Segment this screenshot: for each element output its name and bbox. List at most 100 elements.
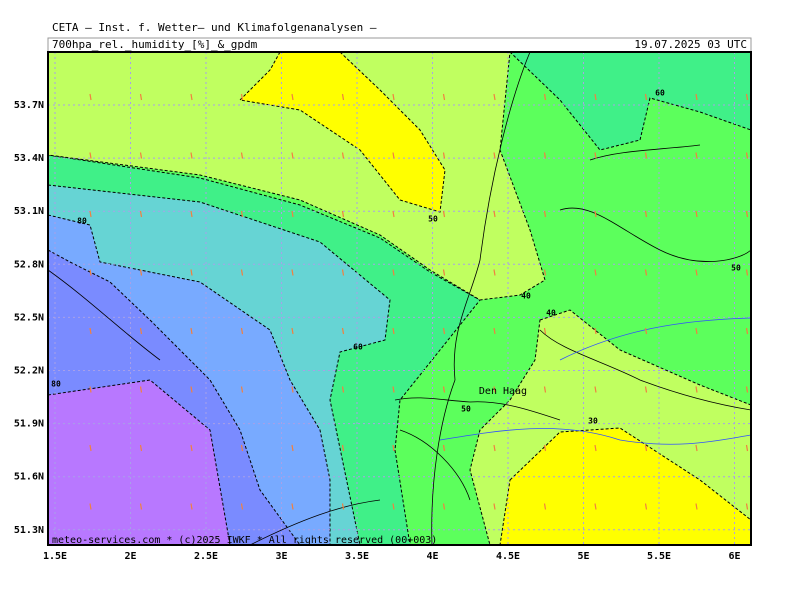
wind-marker xyxy=(139,327,143,335)
contour-label: 50 xyxy=(731,264,741,273)
wind-marker xyxy=(240,444,244,452)
wind-marker xyxy=(745,93,749,101)
wind-marker xyxy=(442,210,446,218)
lat-label: 53.1N xyxy=(14,206,44,217)
lon-label: 4E xyxy=(426,551,438,562)
wind-marker xyxy=(543,503,547,510)
wind-marker xyxy=(442,386,446,393)
lon-label: 5.5E xyxy=(647,551,671,562)
wind-marker xyxy=(745,152,749,159)
wind-marker xyxy=(190,152,193,159)
place-label: Den Haag xyxy=(479,386,527,397)
wind-marker xyxy=(240,269,244,276)
wind-marker xyxy=(190,269,193,276)
wind-marker xyxy=(89,93,92,101)
wind-marker xyxy=(644,152,648,159)
wind-marker xyxy=(695,327,698,335)
wind-marker xyxy=(291,503,294,510)
wind-marker xyxy=(745,210,749,218)
lat-label: 53.7N xyxy=(14,100,44,111)
wind-marker xyxy=(644,269,648,276)
lon-label: 2.5E xyxy=(194,551,218,562)
wind-marker xyxy=(190,327,193,335)
wind-marker xyxy=(442,327,446,335)
wind-marker xyxy=(747,562,748,568)
wind-marker xyxy=(341,152,345,159)
wind-marker xyxy=(139,444,143,452)
wind-marker xyxy=(543,327,547,335)
wind-marker xyxy=(644,444,648,452)
wind-marker xyxy=(695,386,698,393)
lon-label: 4.5E xyxy=(496,551,520,562)
wind-marker xyxy=(543,210,547,218)
grid xyxy=(48,52,751,545)
wind-marker xyxy=(190,386,193,393)
wind-marker xyxy=(341,503,345,510)
lat-label: 51.6N xyxy=(14,472,44,483)
wind-marker xyxy=(745,269,749,276)
wind-marker xyxy=(343,562,344,568)
wind-markers xyxy=(89,93,749,568)
wind-marker xyxy=(545,562,546,568)
wind-marker xyxy=(392,210,395,218)
wind-marker xyxy=(695,93,698,101)
wind-marker xyxy=(644,93,648,101)
lon-label: 5E xyxy=(577,551,589,562)
coastline xyxy=(394,144,751,501)
lat-label: 51.3N xyxy=(14,525,44,536)
institute-title: CETA — Inst. f. Wetter— und Klimafolgena… xyxy=(52,21,377,34)
wind-marker xyxy=(444,562,445,568)
contour-label: 80 xyxy=(51,380,61,389)
contour-label: 60 xyxy=(353,343,363,352)
contour-label: 60 xyxy=(655,89,665,98)
wind-marker xyxy=(341,444,345,452)
wind-marker xyxy=(493,269,496,276)
wind-marker xyxy=(493,152,496,159)
region-teal xyxy=(509,52,751,151)
wind-marker xyxy=(644,327,648,335)
wind-marker xyxy=(139,269,143,276)
wind-marker xyxy=(240,503,244,510)
wind-marker xyxy=(190,93,193,101)
wind-marker xyxy=(240,152,244,159)
wind-marker xyxy=(543,386,547,393)
lat-label: 53.4N xyxy=(14,153,44,164)
valid-time: 19.07.2025 03 UTC xyxy=(634,38,747,51)
wind-marker xyxy=(291,210,294,218)
wind-marker xyxy=(543,152,547,159)
wind-marker xyxy=(543,93,547,101)
wind-marker xyxy=(594,152,597,159)
wind-marker xyxy=(191,562,192,568)
wind-marker xyxy=(139,93,143,101)
wind-marker xyxy=(341,327,345,335)
coastline xyxy=(431,52,531,545)
wind-marker xyxy=(644,503,648,510)
wind-marker xyxy=(745,444,749,452)
wind-marker xyxy=(393,562,394,568)
wind-marker xyxy=(494,562,495,568)
wind-marker xyxy=(240,386,244,393)
wind-marker xyxy=(493,327,496,335)
wind-marker xyxy=(543,444,547,452)
map-area xyxy=(48,52,751,568)
wind-marker xyxy=(594,503,597,510)
wind-marker xyxy=(595,562,596,568)
wind-marker xyxy=(745,327,749,335)
wind-marker xyxy=(89,152,92,159)
wind-marker xyxy=(646,562,647,568)
region-yellow xyxy=(238,52,446,213)
wind-marker xyxy=(341,386,345,393)
wind-marker xyxy=(392,503,395,510)
footer: meteo-services.com * (c)2025 IWKF * All … xyxy=(52,535,437,546)
wind-marker xyxy=(392,444,395,452)
wind-marker xyxy=(190,444,193,452)
border xyxy=(48,269,381,545)
wind-marker xyxy=(392,93,395,101)
wind-marker xyxy=(291,444,294,452)
contour-label: 50 xyxy=(428,215,438,224)
wind-marker xyxy=(291,269,294,276)
wind-marker xyxy=(89,327,92,335)
wind-marker xyxy=(695,503,698,510)
lon-label: 2E xyxy=(124,551,136,562)
